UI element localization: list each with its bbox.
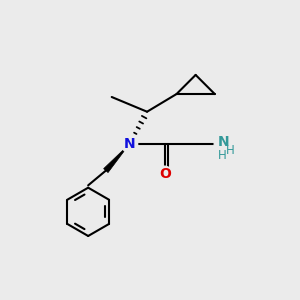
- Text: O: O: [159, 167, 171, 181]
- Polygon shape: [103, 144, 129, 172]
- Text: H: H: [218, 149, 226, 162]
- Circle shape: [214, 135, 233, 154]
- Text: H: H: [226, 144, 235, 157]
- Circle shape: [121, 136, 138, 152]
- Text: N: N: [124, 137, 135, 151]
- Circle shape: [158, 166, 172, 181]
- Text: N: N: [218, 135, 230, 149]
